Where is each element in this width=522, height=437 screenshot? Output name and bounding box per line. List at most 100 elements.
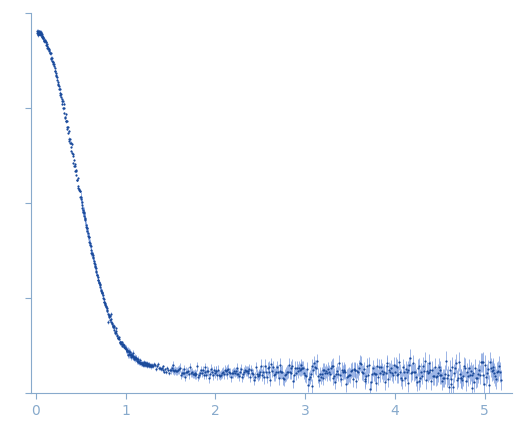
Point <box>334 370 342 377</box>
Point <box>254 370 263 377</box>
Point <box>258 371 266 378</box>
Point <box>113 335 122 342</box>
Point <box>132 354 140 361</box>
Point <box>67 143 76 150</box>
Point <box>39 35 47 42</box>
Point <box>457 375 466 382</box>
Point <box>274 368 282 375</box>
Point <box>120 344 128 351</box>
Point <box>121 343 129 350</box>
Point <box>36 31 44 38</box>
Point <box>452 360 460 367</box>
Point <box>438 378 446 385</box>
Point <box>35 28 44 35</box>
Point <box>187 369 196 376</box>
Point <box>430 373 438 380</box>
Point <box>343 373 351 380</box>
Point <box>306 371 315 378</box>
Point <box>174 367 182 374</box>
Point <box>115 335 123 342</box>
Point <box>171 367 180 374</box>
Point <box>85 234 93 241</box>
Point <box>242 368 250 375</box>
Point <box>230 368 238 375</box>
Point <box>38 33 46 40</box>
Point <box>196 369 204 376</box>
Point <box>342 381 350 388</box>
Point <box>73 177 81 184</box>
Point <box>85 233 93 240</box>
Point <box>374 374 383 381</box>
Point <box>48 54 56 61</box>
Point <box>128 353 137 360</box>
Point <box>112 325 120 332</box>
Point <box>173 368 181 375</box>
Point <box>200 368 209 375</box>
Point <box>123 348 131 355</box>
Point <box>74 184 82 191</box>
Point <box>74 174 82 181</box>
Point <box>481 362 490 369</box>
Point <box>378 368 386 375</box>
Point <box>466 371 474 378</box>
Point <box>198 369 206 376</box>
Point <box>106 317 114 324</box>
Point <box>169 367 177 374</box>
Point <box>102 302 110 309</box>
Point <box>154 361 162 368</box>
Point <box>203 367 211 374</box>
Point <box>76 193 85 200</box>
Point <box>129 350 137 357</box>
Point <box>369 364 377 371</box>
Point <box>72 168 80 175</box>
Point <box>126 351 134 358</box>
Point <box>450 369 458 376</box>
Point <box>63 125 71 132</box>
Point <box>120 341 128 348</box>
Point <box>176 364 184 371</box>
Point <box>329 375 338 382</box>
Point <box>179 369 187 376</box>
Point <box>82 224 90 231</box>
Point <box>39 34 47 41</box>
Point <box>129 354 138 361</box>
Point <box>357 361 365 368</box>
Point <box>267 361 276 368</box>
Point <box>256 368 265 375</box>
Point <box>467 371 476 378</box>
Point <box>76 188 84 195</box>
Point <box>69 156 78 163</box>
Point <box>399 364 407 371</box>
Point <box>137 360 145 367</box>
Point <box>385 367 394 374</box>
Point <box>52 72 61 79</box>
Point <box>264 365 272 372</box>
Point <box>104 318 112 325</box>
Point <box>489 366 497 373</box>
Point <box>439 375 447 382</box>
Point <box>168 365 176 372</box>
Point <box>338 368 347 375</box>
Point <box>305 375 313 382</box>
Point <box>97 286 105 293</box>
Point <box>78 205 87 212</box>
Point <box>58 97 67 104</box>
Point <box>298 364 306 371</box>
Point <box>116 340 125 347</box>
Point <box>433 372 441 379</box>
Point <box>366 385 374 392</box>
Point <box>79 208 88 215</box>
Point <box>76 187 84 194</box>
Point <box>64 123 72 130</box>
Point <box>47 55 55 62</box>
Point <box>386 368 394 375</box>
Point <box>251 373 259 380</box>
Point <box>344 373 352 380</box>
Point <box>494 368 502 375</box>
Point <box>65 135 73 142</box>
Point <box>405 362 413 369</box>
Point <box>189 371 198 378</box>
Point <box>114 334 123 341</box>
Point <box>305 374 314 381</box>
Point <box>84 229 92 236</box>
